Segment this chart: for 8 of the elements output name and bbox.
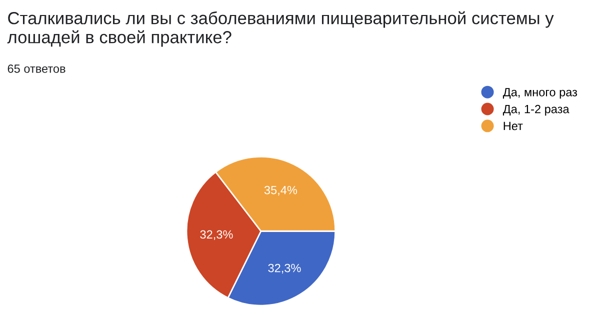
legend-label: Нет: [504, 122, 523, 130]
data-label: 32,3%: [200, 230, 233, 240]
legend-label: Да, 1-2 раза: [502, 104, 570, 116]
text: 65 ответов: [8, 64, 66, 73]
chart-title: Сталкивались ли вы с заболеваниями пищеварительной системы у лошадей в своей практике?: [7, 11, 554, 47]
data-label: 35,4%: [264, 186, 298, 196]
data-label: 32,3%: [268, 264, 301, 274]
legend-label: Да, много раз: [502, 88, 578, 99]
